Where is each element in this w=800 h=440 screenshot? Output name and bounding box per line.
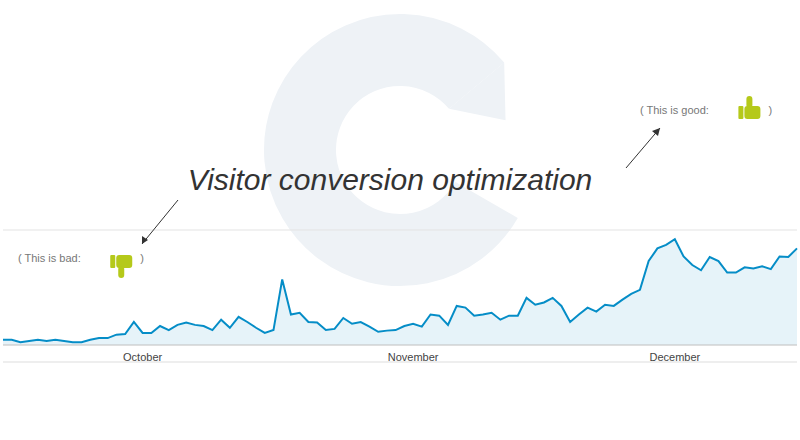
svg-text:( This is bad:: ( This is bad: <box>18 252 81 264</box>
svg-text:): ) <box>140 252 144 264</box>
svg-text:October: October <box>123 351 162 363</box>
svg-text:December: December <box>649 351 700 363</box>
svg-text:): ) <box>768 104 772 116</box>
svg-text:Visitor conversion optimizatio: Visitor conversion optimization <box>188 163 593 196</box>
svg-text:( This is good:: ( This is good: <box>640 104 709 116</box>
svg-text:November: November <box>388 351 439 363</box>
